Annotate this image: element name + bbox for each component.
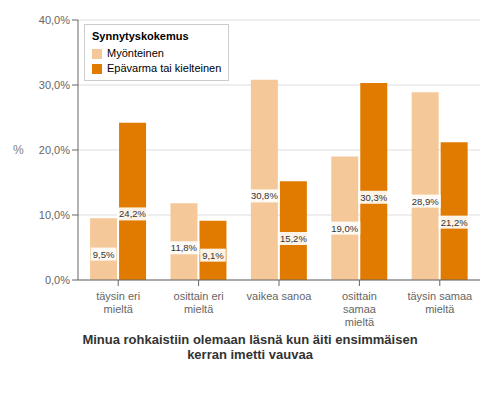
svg-text:30,3%: 30,3% <box>360 192 387 203</box>
svg-text:19,0%: 19,0% <box>331 223 358 234</box>
html-text:Epävarma tai kielteinen: Epävarma tai kielteinen <box>107 62 222 74</box>
svg-text:40,0%: 40,0% <box>39 14 70 26</box>
html-text:Minua rohkaistiin olemaan läsn: Minua rohkaistiin olemaan läsnä kun äiti… <box>82 332 418 362</box>
svg-text:11,8%: 11,8% <box>171 242 198 253</box>
svg-text:täysin erimieltä: täysin erimieltä <box>96 290 140 315</box>
svg-text:vaikea sanoa: vaikea sanoa <box>247 290 313 302</box>
svg-text:täysin samaamieltä: täysin samaamieltä <box>407 290 473 315</box>
svg-text:30,0%: 30,0% <box>39 79 70 91</box>
svg-text:24,2%: 24,2% <box>119 208 146 219</box>
svg-text:9,5%: 9,5% <box>93 249 115 260</box>
svg-text:0,0%: 0,0% <box>45 274 70 286</box>
svg-text:21,2%: 21,2% <box>441 217 468 228</box>
html-text:Synnytyskokemus: Synnytyskokemus <box>92 30 189 42</box>
svg-text:15,2%: 15,2% <box>280 233 307 244</box>
svg-text:20,0%: 20,0% <box>39 144 70 156</box>
svg-text:%: % <box>13 143 24 157</box>
svg-text:osittain erimieltä: osittain erimieltä <box>174 290 224 315</box>
html-text:Myönteinen: Myönteinen <box>107 47 164 59</box>
svg-text:28,9%: 28,9% <box>412 196 439 207</box>
svg-text:10,0%: 10,0% <box>39 209 70 221</box>
svg-text:osittainsamaamieltä: osittainsamaamieltä <box>342 290 377 328</box>
svg-text:9,1%: 9,1% <box>202 250 224 261</box>
svg-text:30,8%: 30,8% <box>251 190 278 201</box>
